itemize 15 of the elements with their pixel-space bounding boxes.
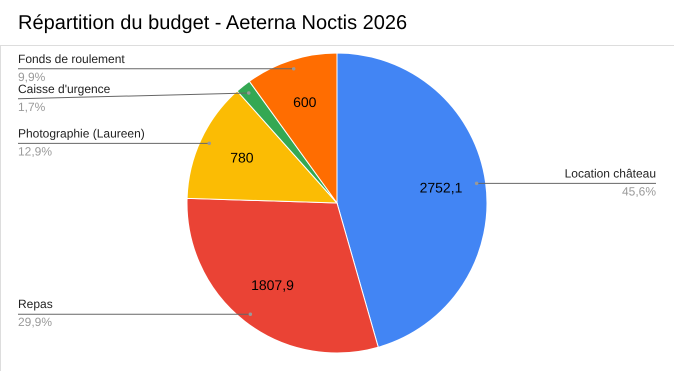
- text: 29,9%: [18, 315, 52, 330]
- data-label: 2752,1: [420, 179, 463, 196]
- chart-title: Répartition du budget - Aeterna Noctis 2026: [18, 12, 408, 34]
- slice-label: Location château: [564, 166, 656, 180]
- text: 12,9%: [18, 144, 52, 158]
- data-label: 1807,9: [251, 276, 294, 293]
- slice-label: Fonds de roulement: [18, 52, 126, 66]
- slice-label: Caisse d'urgence: [18, 82, 111, 96]
- text: 45,6%: [622, 184, 656, 198]
- slice-label: Photographie (Laureen): [18, 126, 145, 140]
- text: 1,7%: [18, 100, 46, 114]
- text: 9,9%: [18, 70, 46, 84]
- slice-label: Repas: [18, 297, 53, 312]
- data-label: 600: [293, 94, 317, 110]
- data-label: 780: [230, 150, 254, 166]
